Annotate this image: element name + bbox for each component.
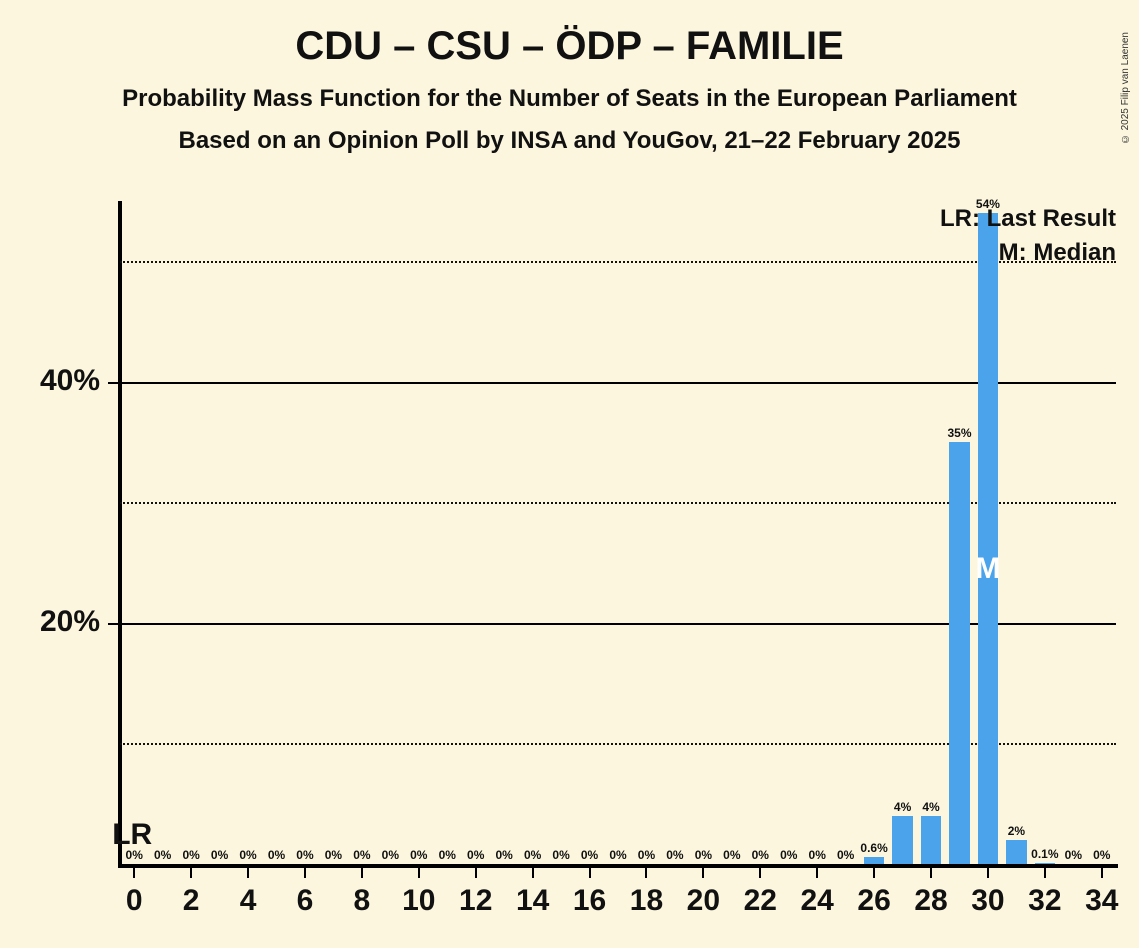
x-tick (304, 868, 306, 878)
x-tick-label: 6 (275, 884, 335, 918)
x-tick-label: 4 (218, 884, 278, 918)
x-tick (645, 868, 647, 878)
median-marker: M (973, 552, 1003, 586)
x-tick (702, 868, 704, 878)
x-tick-label: 30 (958, 884, 1018, 918)
x-tick-label: 10 (389, 884, 449, 918)
x-tick (418, 868, 420, 878)
y-tick-label: 20% (0, 605, 100, 639)
x-tick-label: 34 (1072, 884, 1132, 918)
x-tick-label: 0 (104, 884, 164, 918)
bar-value-label: 4% (911, 800, 951, 814)
legend-last-result: LR: Last Result (940, 205, 1116, 233)
x-tick-label: 2 (161, 884, 221, 918)
x-tick-label: 8 (332, 884, 392, 918)
x-tick-label: 22 (730, 884, 790, 918)
bar (1035, 863, 1055, 864)
x-tick-label: 24 (787, 884, 847, 918)
x-tick-label: 26 (844, 884, 904, 918)
bar-value-label: 0.6% (854, 841, 894, 855)
x-tick (987, 868, 989, 878)
x-tick-label: 16 (560, 884, 620, 918)
gridline-minor (120, 261, 1116, 263)
x-tick-label: 12 (446, 884, 506, 918)
x-tick (190, 868, 192, 878)
x-tick-label: 18 (616, 884, 676, 918)
x-tick (133, 868, 135, 878)
x-tick (361, 868, 363, 878)
x-tick-label: 28 (901, 884, 961, 918)
y-tick (108, 623, 120, 625)
x-tick (475, 868, 477, 878)
y-tick (108, 382, 120, 384)
bar-value-label: 2% (996, 824, 1036, 838)
bar (978, 213, 998, 864)
y-axis (118, 201, 122, 864)
x-tick (1101, 868, 1103, 878)
x-tick (816, 868, 818, 878)
x-tick-label: 20 (673, 884, 733, 918)
y-tick-label: 40% (0, 364, 100, 398)
x-tick (532, 868, 534, 878)
x-tick (930, 868, 932, 878)
x-tick (1044, 868, 1046, 878)
pmf-bar-chart: 20%40%0%0%0%0%0%0%0%0%0%0%0%0%0%0%0%0%0%… (0, 24, 1139, 948)
x-tick-label: 14 (503, 884, 563, 918)
last-result-marker: LR (112, 818, 152, 852)
bar-value-label: 35% (939, 426, 979, 440)
gridline-major (120, 382, 1116, 384)
bar (1006, 840, 1026, 864)
x-tick (247, 868, 249, 878)
bar (921, 816, 941, 864)
bar (864, 857, 884, 864)
legend-median: M: Median (999, 239, 1116, 267)
bar (892, 816, 912, 864)
x-tick (759, 868, 761, 878)
x-tick (873, 868, 875, 878)
bar (949, 442, 969, 864)
x-axis (118, 864, 1118, 868)
x-tick (589, 868, 591, 878)
bar-value-label: 0% (1082, 848, 1122, 862)
x-tick-label: 32 (1015, 884, 1075, 918)
